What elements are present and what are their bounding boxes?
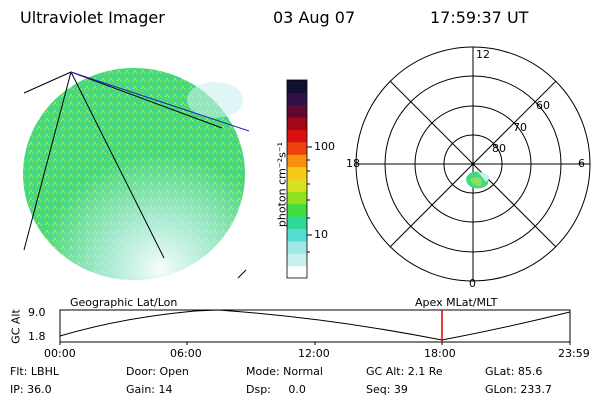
timeline-ticks (59, 342, 571, 345)
status-dsp: Dsp: 0.0 (246, 383, 306, 396)
status-door: Door: Open (126, 365, 189, 378)
colorbar-unit-label: photon cm⁻²s⁻¹ (275, 141, 289, 228)
altitude-curve (59, 309, 571, 341)
timeline-y-bottom: 1.8 (28, 330, 46, 343)
image-time: 17:59:37 UT (430, 8, 529, 27)
timeline-frame (59, 309, 571, 343)
polar-mlt-12: 12 (476, 48, 490, 61)
timeline-y-top: 9.0 (28, 306, 46, 319)
status-filter: Flt: LBHL (10, 365, 59, 378)
timeline-tick-1800: 18:00 (424, 347, 456, 360)
earth-disk-image (23, 68, 245, 280)
auroral-oval-patch (466, 171, 490, 189)
colorbar-segment (287, 253, 307, 267)
fov-lines (23, 71, 247, 279)
polar-grid (355, 46, 591, 282)
orbit-track-line (70, 71, 250, 132)
colorbar-tick-10: 10 (314, 228, 328, 241)
colorbar-segment (287, 166, 307, 180)
timeline-tick-2359: 23:59 (558, 347, 590, 360)
status-gain: Gain: 14 (126, 383, 173, 396)
polar-mlt-18: 18 (346, 157, 360, 170)
status-glat: GLat: 85.6 (485, 365, 543, 378)
colorbar-frame (286, 79, 308, 279)
polar-mlt-0: 0 (469, 277, 476, 290)
colorbar-segment (287, 240, 307, 254)
colorbar-segment (287, 80, 307, 93)
timeline-tick-1200: 12:00 (298, 347, 330, 360)
timeline-tick-0000: 00:00 (44, 347, 76, 360)
colorbar-segment (287, 141, 307, 155)
colorbar-ticks (307, 146, 312, 253)
status-ip: IP: 36.0 (10, 383, 52, 396)
polar-lat-70: 70 (513, 121, 527, 134)
colorbar-segment (287, 129, 307, 143)
polar-lat-60: 60 (536, 99, 550, 112)
status-seq: Seq: 39 (366, 383, 408, 396)
instrument-title: Ultraviolet Imager (20, 8, 165, 27)
timeline-ylabel: GC Alt (9, 309, 23, 344)
colorbar (287, 80, 307, 279)
colorbar-segment (287, 265, 307, 279)
colorbar-segment (287, 203, 307, 217)
polar-mlt-6: 6 (578, 157, 585, 170)
colorbar-segment (287, 117, 307, 130)
colorbar-segment (287, 216, 307, 229)
status-gc-alt: GC Alt: 2.1 Re (366, 365, 443, 378)
timeline-right-caption: Apex MLat/MLT (415, 296, 498, 309)
colorbar-segment (287, 191, 307, 205)
polar-lat-80: 80 (492, 142, 506, 155)
colorbar-segment (287, 228, 307, 242)
colorbar-segment (287, 104, 307, 118)
timeline-tick-0600: 06:00 (170, 347, 202, 360)
timeline-left-caption: Geographic Lat/Lon (70, 296, 178, 309)
colorbar-segment (287, 154, 307, 168)
status-glon: GLon: 233.7 (485, 383, 552, 396)
colorbar-tick-100: 100 (314, 140, 335, 153)
status-mode: Mode: Normal (246, 365, 323, 378)
colorbar-segment (287, 92, 307, 106)
colorbar-segment (287, 179, 307, 192)
image-date: 03 Aug 07 (273, 8, 356, 27)
